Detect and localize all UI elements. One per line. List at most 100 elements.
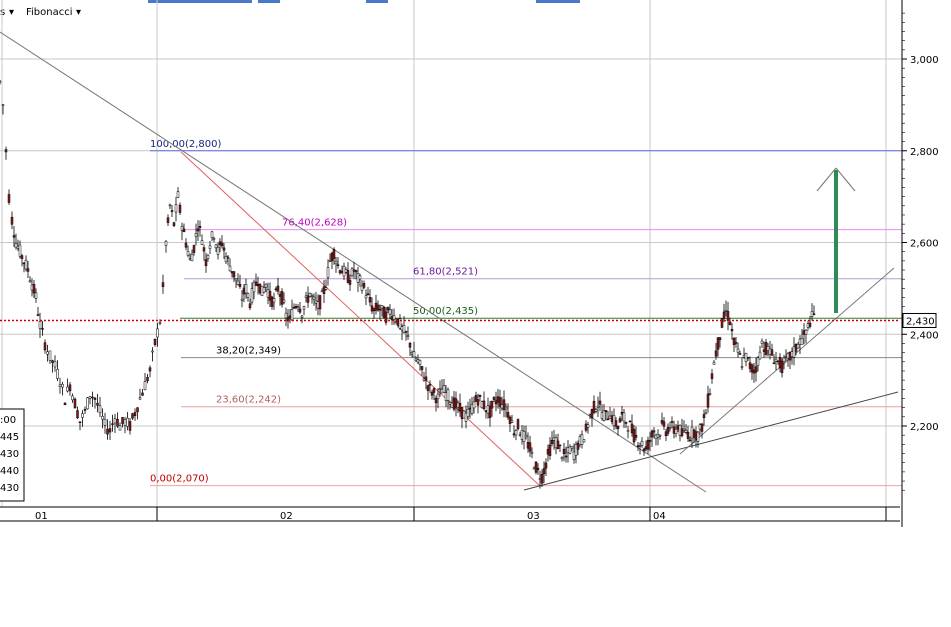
candle-body [778,356,782,369]
candle-body [502,399,506,410]
candle-body [146,377,149,382]
candle-body [370,305,374,312]
tab-accent-3[interactable] [366,0,388,3]
candle-body [478,394,482,397]
chevron-down-icon[interactable]: ▾ [9,7,14,18]
candle-body [318,295,322,310]
candle-body [458,402,462,412]
candle-body [796,344,800,349]
y-tick-label: 2,200 [910,422,939,433]
tab-accent-4[interactable] [536,0,580,3]
candle-body [364,295,368,299]
candle-body [180,225,184,231]
chevron-down-icon[interactable]: ▾ [76,7,81,18]
candle-body [498,397,502,407]
left-box-value: :00 [0,415,16,426]
tab-accent-1[interactable] [148,0,252,3]
candle-body [103,419,107,426]
candle-body [394,321,398,323]
candle-body [776,360,780,363]
fib-base-line[interactable] [180,151,541,487]
candle-body [800,338,804,345]
candle-body [340,271,344,274]
candle-body [812,313,816,316]
candle-body [210,231,214,238]
fib-level-label: 0,00(2,070) [150,474,209,485]
long-downtrend-line[interactable] [0,31,707,493]
candle-body [252,281,256,293]
candle-body [504,406,508,410]
candle-body [264,283,268,288]
candle-body [78,421,82,423]
candle-body [608,415,612,419]
candle-body [430,391,434,396]
candle-body [678,425,682,436]
candle-body [26,268,30,272]
candle-body [470,404,474,414]
candle-body [722,311,726,319]
candle-body [626,429,630,432]
candle-body [308,292,312,297]
candle-body [61,383,64,388]
candle-body [88,396,92,399]
candle-body [440,388,444,394]
rising-trendline[interactable] [679,267,895,455]
candle-body [450,402,454,408]
candle-body [560,457,564,460]
candle-body [22,262,26,265]
candle-body [684,429,688,433]
candle-body [556,440,560,450]
candle-body [232,271,236,278]
candle-body [166,217,170,223]
candle-body [372,308,376,312]
price-badge-box [902,312,937,328]
candle-body [226,256,230,259]
candle-body [374,302,378,311]
candle-body [576,442,580,450]
candle-body [468,407,472,410]
candle-body [188,258,192,260]
x-tick-label: 01 [35,511,48,522]
candle-body [66,386,69,392]
candle-body [156,328,159,338]
candle-body [284,312,288,319]
candle-body [91,396,94,399]
support-trendline[interactable] [523,391,899,491]
toolbar-left-fragment[interactable]: s [0,7,5,18]
candle-body [266,289,270,298]
candle-body [176,191,180,198]
candle-body [71,395,74,401]
candle-body [56,368,59,379]
left-box-value: 430 [0,449,19,460]
candle-body [151,350,154,353]
candle-body [546,449,550,455]
candle-body [192,245,196,253]
candle-body [392,315,396,320]
candle-body [762,349,766,352]
candle-body [764,342,768,355]
candle-body [488,405,492,418]
candle-body [312,296,316,300]
target-arrow[interactable] [816,167,856,313]
candle-body [186,251,190,256]
candle-body [170,210,174,212]
candle-body [216,247,220,255]
candle-body [712,361,716,365]
candle-body [590,409,594,419]
candle-body [802,330,806,335]
candle-body [224,256,228,262]
candle-body [280,291,284,305]
candle-body [278,294,282,297]
candle-body [244,284,248,294]
left-value-box: :00 445 430 440 430 [0,408,25,502]
fibonacci-menu[interactable]: Fibonacci [26,7,73,18]
candle-body [58,384,62,387]
candle-body [602,410,606,421]
candle-body [296,306,300,308]
candle-body [384,311,388,323]
tab-accent-2[interactable] [258,0,280,3]
candle-body [464,412,468,422]
candle-body [272,298,276,303]
candle-body [582,439,586,443]
